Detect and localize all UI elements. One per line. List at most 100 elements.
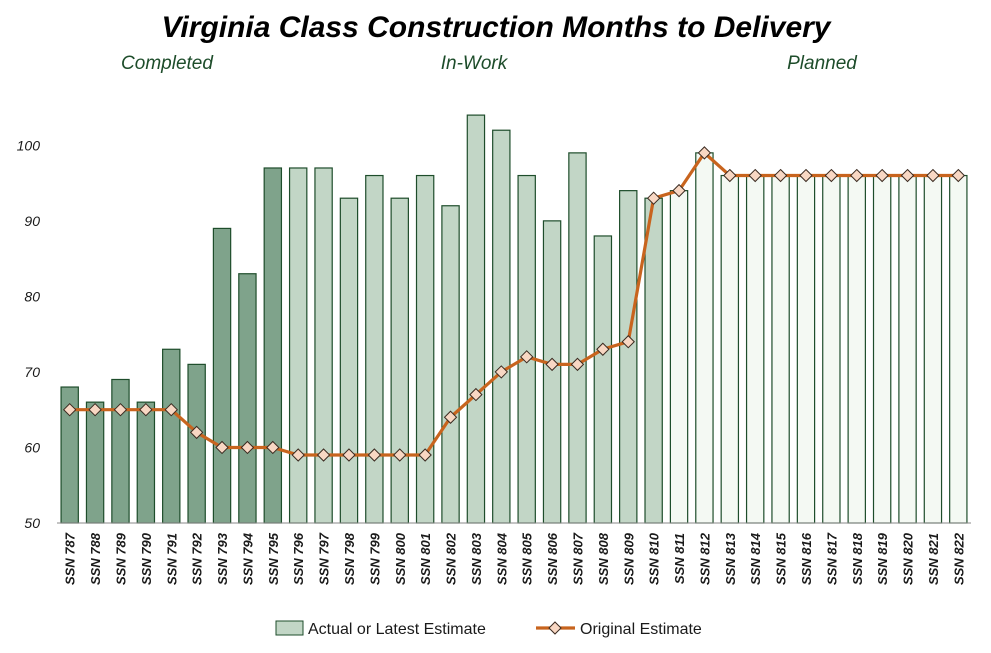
original-estimate-point xyxy=(824,168,839,183)
original-estimate-point xyxy=(189,425,204,440)
original-estimate-point xyxy=(570,357,585,372)
phase-label-planned: Planned xyxy=(787,53,858,74)
x-tick-label: SSN 796 xyxy=(291,532,306,585)
original-estimate-point xyxy=(240,440,255,455)
x-tick-label: SSN 789 xyxy=(113,532,128,585)
original-estimate-point xyxy=(951,168,966,183)
legend: Actual or Latest Estimate Original Estima… xyxy=(275,620,702,638)
bar-ssn-820 xyxy=(898,174,917,524)
x-tick-label: SSN 797 xyxy=(317,532,332,585)
legend-label-actual: Actual or Latest Estimate xyxy=(308,621,486,638)
original-estimate-point xyxy=(748,168,762,183)
original-estimate-point xyxy=(672,183,686,198)
x-axis: SSN 787 SSN 788 SSN 789 SSN 790 SSN 791 SSN 7… xyxy=(63,532,967,585)
bar-ssn-821 xyxy=(923,174,943,524)
bar-ssn-799 xyxy=(365,174,384,524)
x-tick-label: SSN 791 xyxy=(164,533,179,585)
bar-ssn-803 xyxy=(466,114,486,524)
x-tick-label: SSN 787 xyxy=(63,532,78,585)
bar-ssn-800 xyxy=(390,197,409,524)
original-estimate-point xyxy=(697,146,712,160)
x-tick-label: SSN 805 xyxy=(520,532,535,585)
bar-ssn-792 xyxy=(187,363,206,524)
original-estimate-point xyxy=(850,168,864,183)
original-estimate-point xyxy=(900,168,915,183)
bar-ssn-805 xyxy=(517,174,536,524)
bar-ssn-809 xyxy=(619,190,638,524)
legend-swatch-bars xyxy=(275,620,304,636)
x-tick-label: SSN 798 xyxy=(342,532,357,585)
original-estimate-point xyxy=(596,342,610,356)
original-estimate-point xyxy=(773,168,788,183)
x-tick-label: SSN 793 xyxy=(215,532,230,585)
bar-ssn-811 xyxy=(669,190,689,524)
original-estimate-point xyxy=(519,350,534,364)
bar-ssn-813 xyxy=(720,174,740,524)
y-tick-label: 60 xyxy=(24,439,40,455)
bar-ssn-812 xyxy=(695,152,714,524)
original-estimate-line xyxy=(62,146,966,462)
x-tick-label: SSN 794 xyxy=(240,532,255,585)
x-tick-label: SSN 795 xyxy=(266,532,281,585)
bar-ssn-794 xyxy=(238,273,257,524)
bar-ssn-815 xyxy=(771,174,790,524)
original-estimate-point xyxy=(875,168,889,183)
x-tick-label: SSN 806 xyxy=(545,532,560,585)
original-estimate-point xyxy=(266,440,280,455)
chart-title: Virginia Class Construction Months to De… xyxy=(162,11,832,44)
bar-ssn-791 xyxy=(162,348,181,524)
bar-ssn-802 xyxy=(441,205,460,524)
x-tick-label: SSN 799 xyxy=(367,532,382,585)
original-estimate-point xyxy=(723,168,737,183)
legend-label-original: Original Estimate xyxy=(580,621,702,638)
y-axis: 50 60 70 80 90 100 xyxy=(17,137,41,531)
original-estimate-point xyxy=(545,357,559,372)
x-tick-label: SSN 811 xyxy=(672,533,687,584)
bar-ssn-822 xyxy=(949,174,968,524)
x-tick-label: SSN 788 xyxy=(88,532,103,585)
x-tick-label: SSN 820 xyxy=(901,532,916,585)
x-tick-label: SSN 814 xyxy=(748,532,763,585)
y-tick-label: 100 xyxy=(17,137,41,153)
phase-label-in-work: In-Work xyxy=(441,53,509,74)
x-tick-label: SSN 817 xyxy=(824,532,839,585)
bar-ssn-790 xyxy=(136,401,156,524)
y-tick-label: 70 xyxy=(24,364,40,380)
bars xyxy=(57,114,971,524)
x-tick-label: SSN 810 xyxy=(647,532,662,585)
y-tick-label: 50 xyxy=(24,515,40,531)
x-tick-label: SSN 802 xyxy=(444,532,459,585)
bar-ssn-795 xyxy=(263,167,283,524)
original-estimate-point xyxy=(494,365,509,379)
bar-ssn-806 xyxy=(542,220,562,524)
x-tick-label: SSN 808 xyxy=(596,532,611,585)
phase-labels: Completed In-Work Planned xyxy=(121,53,858,74)
bar-ssn-808 xyxy=(593,235,613,524)
original-estimate-point xyxy=(926,168,940,183)
original-estimate-point xyxy=(799,168,813,183)
original-estimate-point xyxy=(113,402,128,417)
bar-ssn-819 xyxy=(872,174,892,524)
x-tick-label: SSN 800 xyxy=(393,532,408,585)
bar-ssn-793 xyxy=(212,227,232,524)
original-estimate-point xyxy=(62,402,77,417)
original-estimate-point xyxy=(646,191,661,205)
original-estimate-point xyxy=(164,402,178,417)
original-estimate-point xyxy=(621,335,635,349)
original-estimate-point xyxy=(443,410,458,424)
bar-ssn-797 xyxy=(314,167,333,524)
bar-ssn-818 xyxy=(847,174,866,524)
bar-ssn-798 xyxy=(339,197,359,524)
x-tick-label: SSN 812 xyxy=(697,532,712,585)
x-tick-label: SSN 819 xyxy=(875,532,890,585)
x-tick-label: SSN 804 xyxy=(494,532,509,585)
bar-ssn-801 xyxy=(415,174,435,524)
x-tick-label: SSN 821 xyxy=(926,533,941,585)
bar-ssn-810 xyxy=(644,197,663,524)
x-tick-label: SSN 790 xyxy=(139,532,154,585)
phase-label-completed: Completed xyxy=(121,53,214,74)
x-tick-label: SSN 816 xyxy=(799,532,814,585)
bar-ssn-814 xyxy=(745,174,765,524)
original-estimate-point xyxy=(316,448,331,462)
